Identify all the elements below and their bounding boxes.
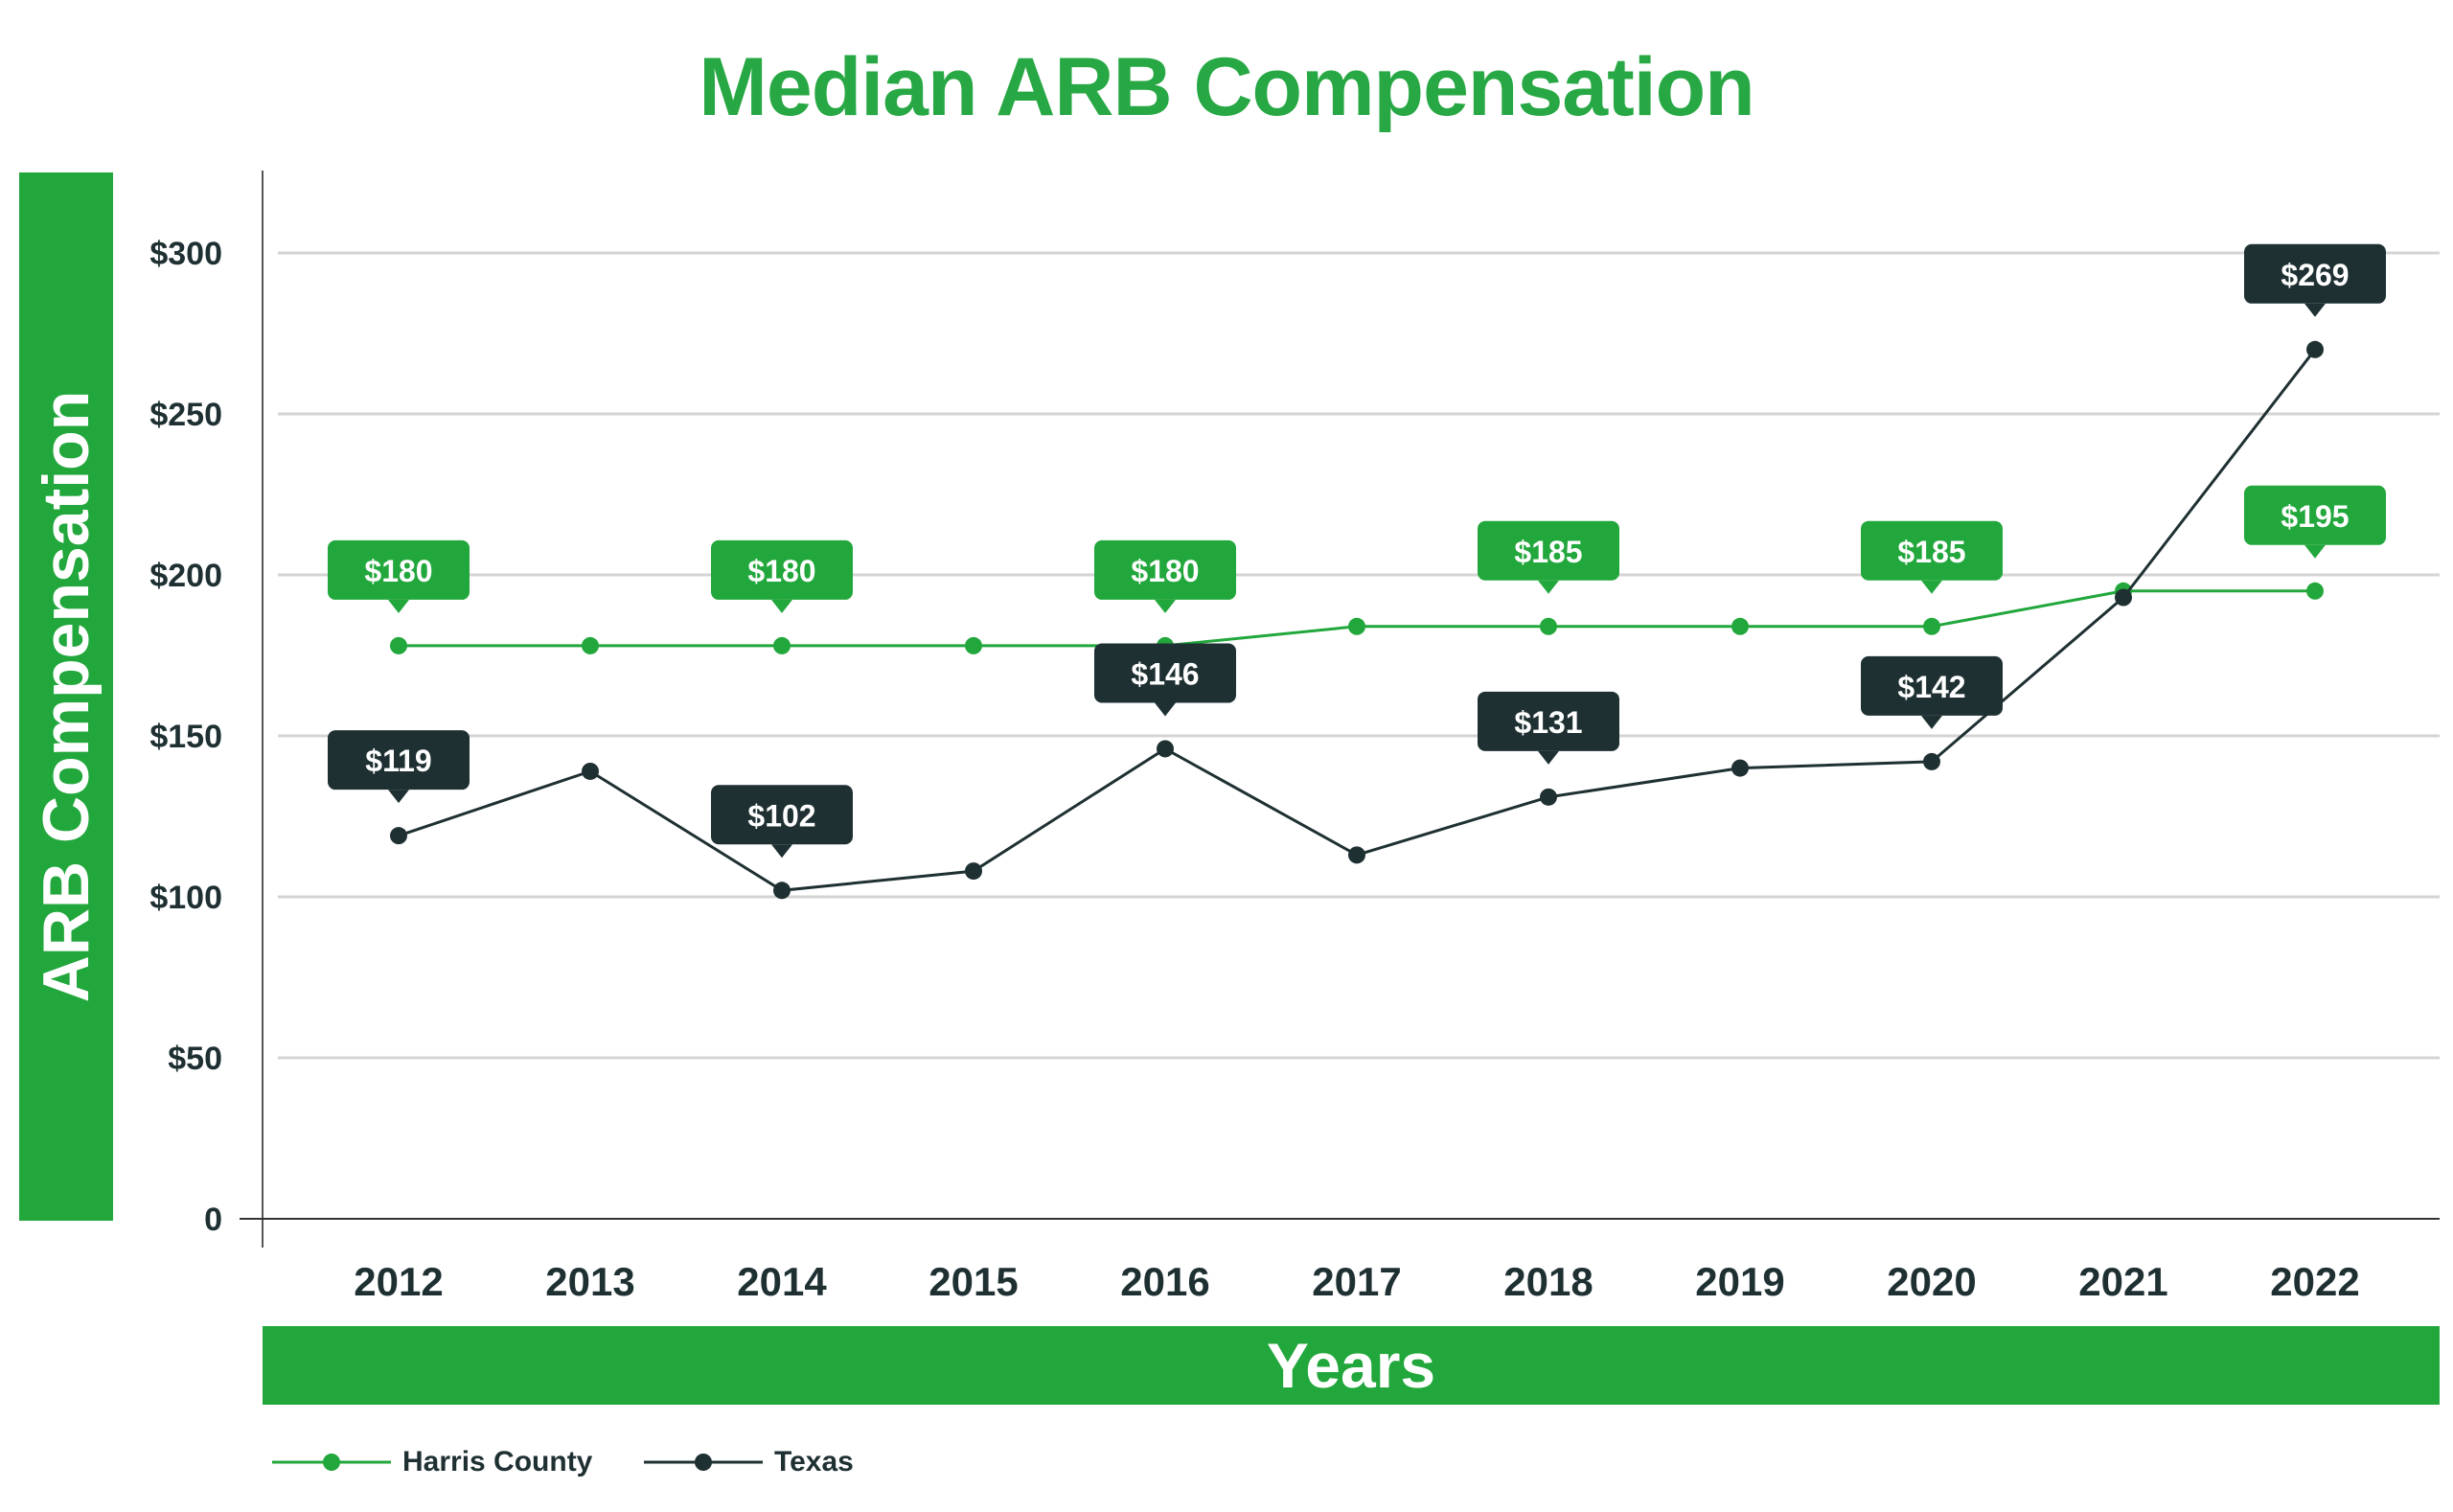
y-axis-label-panel: [19, 172, 113, 1221]
data-label-pointer: [2304, 303, 2326, 317]
data-point: [773, 636, 791, 654]
data-point: [1540, 617, 1557, 635]
x-tick-label: 2018: [1503, 1259, 1593, 1304]
y-tick-label: $150: [149, 719, 222, 755]
data-label-box: [1478, 520, 1619, 581]
data-label-callout: $269: [2244, 243, 2386, 317]
data-label-pointer: [771, 599, 792, 613]
data-label-callout: $180: [711, 539, 853, 613]
data-label-box: [328, 539, 470, 600]
data-label-pointer: [771, 844, 792, 859]
x-tick-label: 2013: [545, 1259, 634, 1304]
y-tick-label: 0: [204, 1202, 222, 1238]
legend-marker-harris-county: [272, 1454, 391, 1471]
data-point: [1923, 617, 1940, 635]
data-label-pointer: [1538, 750, 1559, 765]
data-point: [965, 862, 982, 881]
data-label-callout: $185: [1478, 520, 1619, 594]
data-label-callout: $146: [1094, 643, 1236, 717]
x-tick-label: 2022: [2270, 1259, 2359, 1304]
data-label: $131: [1514, 705, 1582, 740]
legend-marker-texas: [644, 1454, 763, 1471]
legend-item-texas: Texas: [644, 1443, 854, 1481]
data-label-pointer: [1155, 702, 1176, 717]
x-tick-label: 2017: [1312, 1259, 1401, 1304]
data-label-callout: $195: [2244, 485, 2386, 559]
data-label: $185: [1897, 535, 1965, 569]
data-label: $102: [747, 798, 815, 833]
data-label-box: [1861, 655, 2003, 716]
data-label-pointer: [1538, 580, 1559, 594]
x-tick-label: 2020: [1887, 1259, 1976, 1304]
data-label-box: [1094, 643, 1236, 703]
data-label: $146: [1131, 656, 1199, 691]
data-point: [965, 636, 982, 654]
x-tick-label: 2021: [2078, 1259, 2167, 1304]
data-point: [582, 636, 599, 654]
data-label-callout: $102: [711, 785, 853, 859]
data-label-box: [2244, 485, 2386, 545]
data-label-box: [1478, 691, 1619, 751]
data-label-box: [2244, 243, 2386, 304]
data-point: [1923, 752, 1940, 770]
data-point: [1731, 759, 1749, 777]
data-label-pointer: [1921, 580, 1942, 594]
data-label: $180: [364, 554, 432, 588]
data-point: [1348, 617, 1365, 635]
data-label-callout: $185: [1861, 520, 2003, 594]
data-label-pointer: [1921, 715, 1942, 729]
data-point: [2306, 582, 2324, 600]
x-axis-label: Years: [1266, 1330, 1436, 1401]
data-point: [1348, 846, 1365, 864]
legend-label-texas: Texas: [774, 1446, 854, 1478]
data-label: $142: [1897, 670, 1965, 704]
data-label-callout: $180: [1094, 539, 1236, 613]
data-label-box: [711, 539, 853, 600]
data-label-pointer: [1155, 599, 1176, 613]
y-tick-label: $50: [168, 1041, 222, 1077]
data-label-box: [1094, 539, 1236, 600]
data-label: $180: [1131, 554, 1199, 588]
data-label: $119: [365, 744, 431, 778]
x-tick-label: 2014: [737, 1259, 827, 1304]
data-point: [1731, 617, 1749, 635]
data-label-box: [711, 785, 853, 845]
legend-label-harris-county: Harris County: [402, 1446, 593, 1478]
data-point: [1157, 740, 1174, 758]
data-label: $195: [2281, 499, 2349, 534]
x-tick-label: 2012: [354, 1259, 443, 1304]
x-tick-label: 2015: [928, 1259, 1018, 1304]
y-tick-label: $300: [149, 236, 222, 272]
data-point: [2115, 588, 2132, 607]
data-label-box: [328, 730, 470, 790]
x-axis-label-panel: [263, 1326, 2440, 1405]
data-label-callout: $180: [328, 539, 470, 613]
data-point: [390, 827, 407, 845]
x-tick-label: 2016: [1120, 1259, 1209, 1304]
data-label-pointer: [2304, 544, 2326, 559]
data-point: [1540, 788, 1557, 806]
data-label-pointer: [388, 599, 409, 613]
data-label: $185: [1514, 535, 1582, 569]
data-label: $180: [747, 554, 815, 588]
data-label-box: [1861, 520, 2003, 581]
chart-title: Median ARB Compensation: [699, 41, 1754, 133]
legend-item-harris-county: Harris County: [272, 1443, 592, 1481]
y-tick-label: $200: [149, 558, 222, 594]
data-label-pointer: [388, 790, 409, 804]
y-tick-label: $250: [149, 397, 222, 433]
data-point: [2306, 340, 2324, 358]
x-tick-label: 2019: [1695, 1259, 1784, 1304]
data-point: [773, 882, 791, 900]
data-point: [582, 762, 599, 780]
data-label-callout: $142: [1861, 655, 2003, 729]
data-label-callout: $131: [1478, 691, 1619, 765]
data-label: $269: [2281, 258, 2349, 292]
data-point: [390, 636, 407, 654]
y-tick-label: $100: [149, 880, 222, 916]
data-label-callout: $119: [328, 730, 470, 804]
